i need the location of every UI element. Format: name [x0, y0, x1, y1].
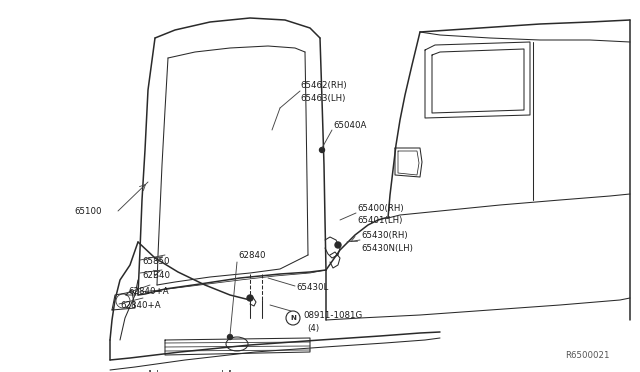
Text: N: N	[290, 315, 296, 321]
Text: R6500021: R6500021	[566, 350, 610, 359]
Text: 65462(RH): 65462(RH)	[300, 80, 347, 90]
Text: 65430L: 65430L	[296, 283, 328, 292]
Text: 65430N(LH): 65430N(LH)	[361, 244, 413, 253]
Text: 65040A: 65040A	[333, 121, 366, 129]
Text: 62B40: 62B40	[142, 270, 170, 279]
Circle shape	[319, 148, 324, 153]
Circle shape	[335, 242, 341, 248]
Text: 65100: 65100	[74, 206, 102, 215]
Circle shape	[247, 295, 253, 301]
Circle shape	[227, 334, 232, 340]
Text: 65463(LH): 65463(LH)	[300, 93, 346, 103]
Text: 62840+A: 62840+A	[128, 288, 168, 296]
Text: 62840: 62840	[238, 250, 266, 260]
Text: 65400(RH): 65400(RH)	[357, 203, 404, 212]
Text: 62840+A: 62840+A	[120, 301, 161, 310]
Text: (4): (4)	[307, 324, 319, 333]
Text: 65430(RH): 65430(RH)	[361, 231, 408, 240]
Text: 65850: 65850	[142, 257, 170, 266]
Text: 08911-1081G: 08911-1081G	[303, 311, 362, 320]
Text: 65401(LH): 65401(LH)	[357, 215, 403, 224]
